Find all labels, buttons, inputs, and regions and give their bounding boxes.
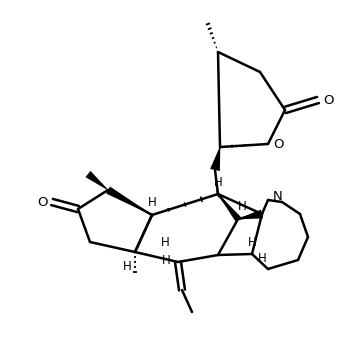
Text: H: H — [123, 260, 131, 273]
Text: H: H — [214, 176, 222, 189]
Polygon shape — [218, 194, 241, 221]
Text: H: H — [162, 253, 170, 266]
Text: H: H — [238, 201, 246, 214]
Polygon shape — [210, 147, 220, 171]
Text: H: H — [258, 253, 266, 265]
Text: O: O — [37, 195, 47, 209]
Text: H: H — [248, 236, 257, 248]
Text: O: O — [323, 93, 333, 106]
Text: H: H — [148, 195, 156, 209]
Text: N: N — [273, 190, 283, 203]
Polygon shape — [106, 186, 152, 215]
Polygon shape — [238, 210, 263, 219]
Text: O: O — [273, 138, 283, 151]
Text: H: H — [161, 236, 169, 248]
Polygon shape — [86, 171, 108, 190]
